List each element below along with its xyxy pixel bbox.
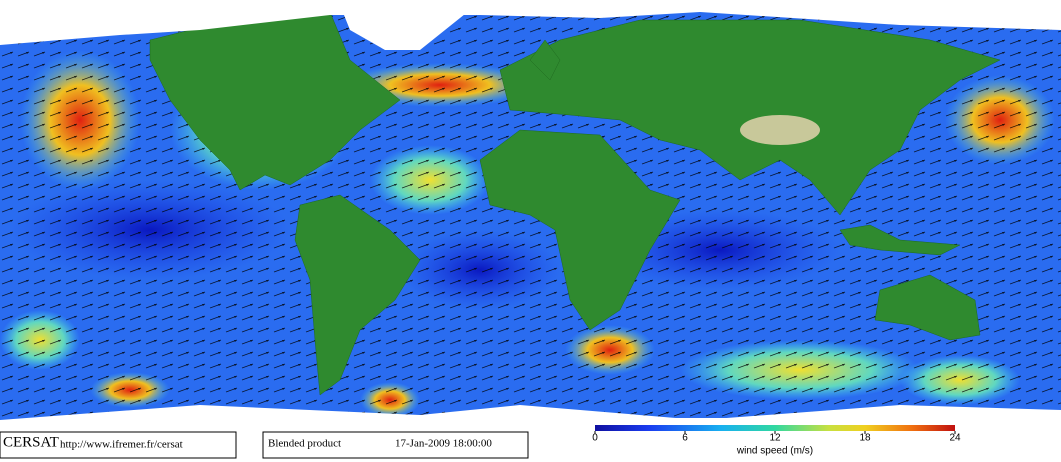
url-label[interactable]: http://www.ifremer.fr/cersat: [60, 439, 183, 451]
colorbar-label: wind speed (m/s): [736, 446, 813, 457]
legend-bar: CERSAT http://www.ifremer.fr/cersat Blen…: [0, 418, 1012, 462]
product-label: Blended product: [268, 438, 341, 450]
colorbar-tick-label: 18: [859, 433, 871, 444]
colorbar: [595, 425, 955, 431]
colorbar-tick-label: 6: [682, 433, 688, 444]
colorbar-tick-label: 12: [769, 433, 781, 444]
date-label: 17-Jan-2009 18:00:00: [395, 438, 492, 450]
land: [149, 11, 1001, 396]
source-box: [0, 431, 237, 459]
colorbar-tick-label: 24: [949, 433, 961, 444]
org-label: CERSAT: [3, 434, 59, 450]
product-box: [262, 431, 529, 459]
colorbar-tick-label: 0: [592, 433, 598, 444]
